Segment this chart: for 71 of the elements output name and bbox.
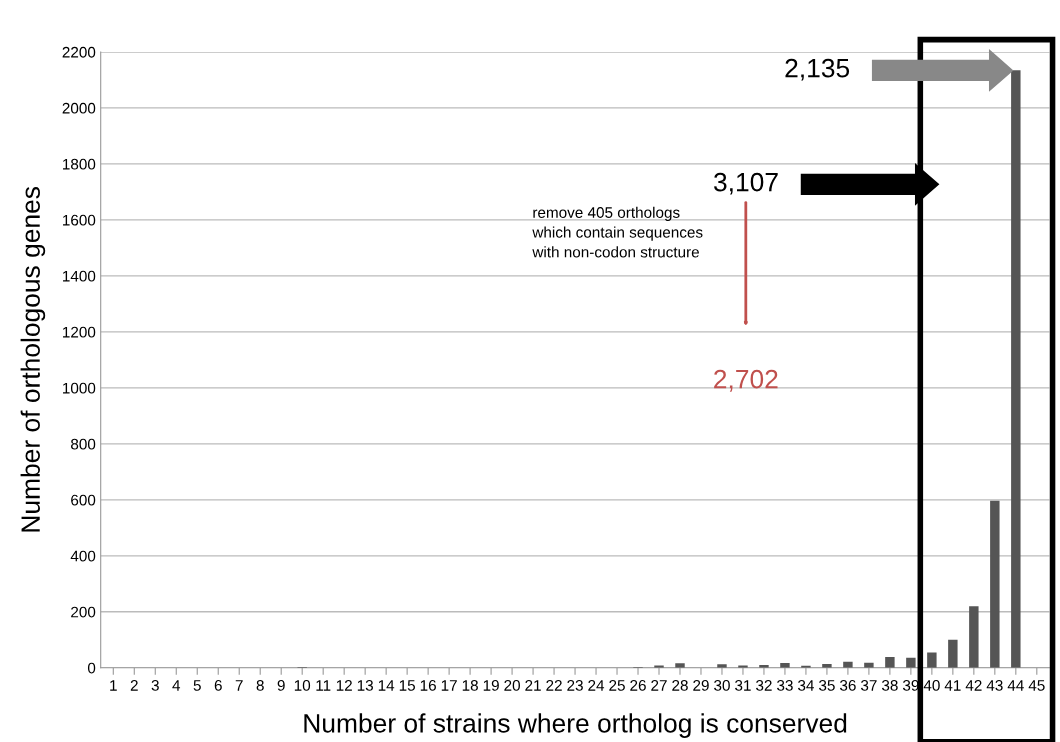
x-tick-label: 39 xyxy=(902,680,919,691)
x-tick-label: 7 xyxy=(235,680,243,691)
x-tick-label: 25 xyxy=(609,680,625,691)
bar xyxy=(885,656,895,668)
x-tick-label: 34 xyxy=(798,680,814,691)
bar xyxy=(948,639,958,668)
y-axis-title: Number of orthologous genes xyxy=(20,186,46,532)
x-tick-label: 44 xyxy=(1007,680,1024,691)
y-tick-label: 1000 xyxy=(63,382,96,394)
x-tick-label: 42 xyxy=(965,680,982,691)
bar xyxy=(969,606,979,668)
x-tick-label: 23 xyxy=(567,680,583,691)
x-tick-label: 32 xyxy=(756,680,772,691)
y-tick-label: 1800 xyxy=(63,158,96,170)
x-tick-label: 30 xyxy=(714,680,730,691)
y-tick-label: 1200 xyxy=(63,326,96,338)
x-tick-label: 9 xyxy=(277,680,285,691)
x-tick-label: 36 xyxy=(839,680,856,691)
x-tick-label: 13 xyxy=(357,680,373,691)
x-tick-label: 20 xyxy=(504,680,520,691)
y-tick-label: 800 xyxy=(71,438,96,450)
x-tick-label: 37 xyxy=(860,680,877,691)
x-tick-label: 38 xyxy=(881,680,898,691)
x-tick-label: 15 xyxy=(399,680,415,691)
x-tick-label: 33 xyxy=(777,680,793,691)
x-tick-label: 3 xyxy=(151,680,159,691)
annotation: 2,702 xyxy=(714,369,778,392)
x-tick-label: 2 xyxy=(130,680,138,691)
x-tick-label: 8 xyxy=(256,680,264,691)
x-tick-label: 40 xyxy=(923,680,940,691)
x-tick-label: 35 xyxy=(819,680,835,691)
x-tick-label: 28 xyxy=(672,680,688,691)
x-tick-label: 22 xyxy=(546,680,562,691)
annotation: 3,107 xyxy=(714,172,778,195)
x-tick-label: 12 xyxy=(336,680,352,691)
x-tick-label: 26 xyxy=(630,680,646,691)
x-tick-label: 16 xyxy=(420,680,436,691)
x-tick-label: 11 xyxy=(316,680,331,691)
bar xyxy=(927,652,937,668)
x-tick-label: 21 xyxy=(525,680,541,691)
annotation: remove 405 orthologs which contain sequences with non-codon structure xyxy=(532,206,703,258)
bar xyxy=(990,500,1000,668)
x-tick-label: 5 xyxy=(193,680,201,691)
x-tick-label: 14 xyxy=(378,680,395,691)
y-tick-label: 200 xyxy=(71,606,96,618)
x-tick-label: 6 xyxy=(214,680,222,691)
annotation: 2,135 xyxy=(785,58,850,81)
x-tick-label: 19 xyxy=(483,680,499,691)
bar xyxy=(675,663,685,668)
x-tick-label: 31 xyxy=(735,680,751,691)
x-tick-label: 45 xyxy=(1028,680,1045,691)
x-tick-label: 10 xyxy=(294,680,311,691)
x-axis-title: Number of strains where ortholog is conserved xyxy=(304,713,847,738)
y-tick-label: 1600 xyxy=(63,214,96,226)
x-tick-label: 4 xyxy=(172,680,181,691)
x-tick-label: 24 xyxy=(588,680,605,691)
x-tick-label: 17 xyxy=(441,680,457,691)
bar xyxy=(906,657,916,668)
x-tick-label: 27 xyxy=(651,680,667,691)
x-tick-label: 18 xyxy=(462,680,478,691)
x-tick-label: 1 xyxy=(110,680,117,691)
x-tick-label: 43 xyxy=(986,680,1003,691)
x-tick-label: 41 xyxy=(944,680,961,691)
y-tick-label: 400 xyxy=(70,550,96,562)
bar xyxy=(1011,70,1021,668)
x-tick-label: 29 xyxy=(693,680,709,691)
y-tick-label: 0 xyxy=(87,662,96,674)
y-tick-label: 2200 xyxy=(62,46,96,58)
y-tick-label: 2000 xyxy=(62,102,96,114)
y-tick-label: 1400 xyxy=(63,270,96,282)
y-tick-label: 600 xyxy=(71,494,96,506)
